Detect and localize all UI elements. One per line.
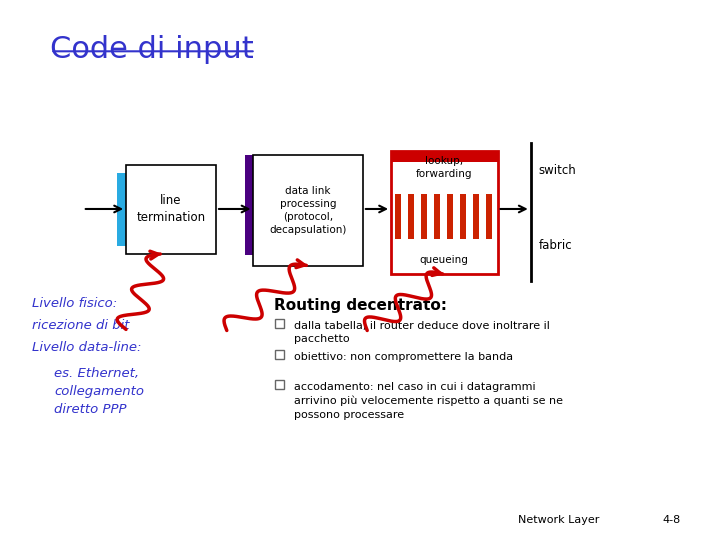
Text: Network Layer: Network Layer xyxy=(518,515,600,525)
FancyBboxPatch shape xyxy=(473,194,480,239)
Text: fabric: fabric xyxy=(539,239,572,252)
FancyBboxPatch shape xyxy=(447,194,454,239)
Text: ricezione di bit: ricezione di bit xyxy=(32,319,130,332)
FancyBboxPatch shape xyxy=(395,194,401,239)
Text: lookup,
forwarding: lookup, forwarding xyxy=(416,156,472,179)
FancyBboxPatch shape xyxy=(408,194,414,239)
Text: line
termination: line termination xyxy=(136,194,206,224)
Text: switch: switch xyxy=(539,164,576,177)
Text: dalla tabella, il router deduce dove inoltrare il
pacchetto: dalla tabella, il router deduce dove ino… xyxy=(294,321,549,345)
Text: obiettivo: non compromettere la banda: obiettivo: non compromettere la banda xyxy=(294,352,513,362)
FancyBboxPatch shape xyxy=(253,155,363,266)
Text: Code di input: Code di input xyxy=(50,35,254,64)
FancyBboxPatch shape xyxy=(126,165,216,254)
FancyBboxPatch shape xyxy=(433,194,440,239)
FancyBboxPatch shape xyxy=(117,173,133,246)
Text: Livello data-line:: Livello data-line: xyxy=(32,341,142,354)
Text: queueing: queueing xyxy=(420,255,469,265)
FancyBboxPatch shape xyxy=(486,194,492,239)
Text: data link
processing
(protocol,
decapsulation): data link processing (protocol, decapsul… xyxy=(269,186,347,235)
Text: 4-8: 4-8 xyxy=(662,515,680,525)
FancyBboxPatch shape xyxy=(460,194,467,239)
Text: Routing decentrato:: Routing decentrato: xyxy=(274,298,446,313)
FancyBboxPatch shape xyxy=(391,151,498,162)
FancyBboxPatch shape xyxy=(245,155,261,255)
Text: accodamento: nel caso in cui i datagrammi
arrivino più velocemente rispetto a qu: accodamento: nel caso in cui i datagramm… xyxy=(294,382,563,420)
FancyBboxPatch shape xyxy=(420,194,427,239)
FancyBboxPatch shape xyxy=(391,151,498,274)
Text: Livello fisico:: Livello fisico: xyxy=(32,297,117,310)
Text: es. Ethernet,
collegamento
diretto PPP: es. Ethernet, collegamento diretto PPP xyxy=(54,367,144,416)
